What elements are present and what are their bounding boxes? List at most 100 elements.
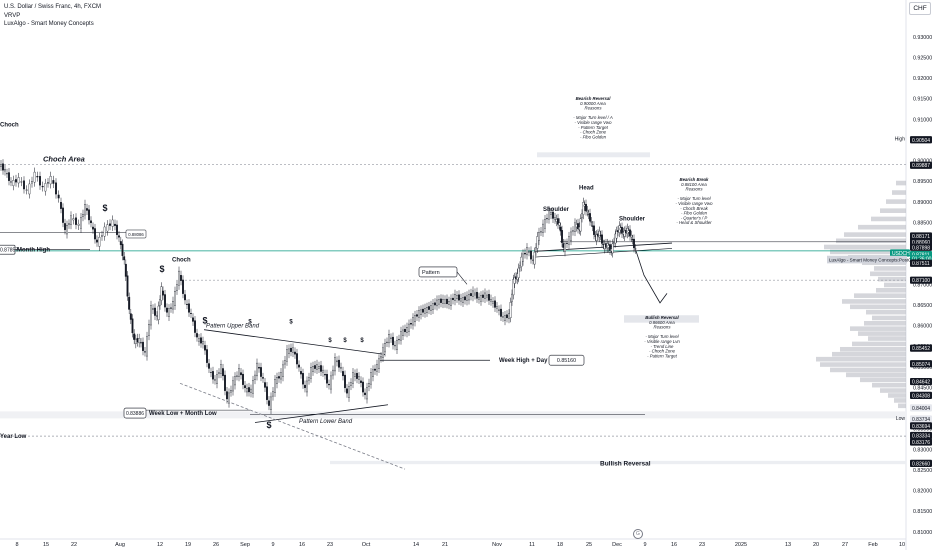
candle-body [586, 210, 589, 213]
week-high-price: 0.85160 [557, 358, 576, 364]
price-tag-bg [910, 422, 932, 430]
candle-body [278, 376, 280, 379]
candle-body [334, 357, 336, 372]
bearish-break-note: - Quarter's / P [681, 215, 708, 220]
candle-body [214, 379, 216, 381]
bearish-reversal-note: Reasons [585, 106, 603, 111]
candle-body [468, 294, 470, 301]
price-tag: 0.83176 [912, 440, 930, 446]
candle-body [536, 236, 539, 249]
candle-body [342, 371, 344, 377]
candle-body [601, 234, 603, 244]
candle-body [462, 297, 464, 303]
candle-body [186, 303, 188, 305]
candle-body [142, 341, 144, 351]
price-tick-label: 0.86500 [913, 303, 932, 309]
candle-body [412, 317, 414, 326]
candle-body [538, 232, 540, 241]
time-tick-label: 12 [157, 542, 163, 548]
candle-body [234, 376, 236, 386]
candle-body [466, 295, 468, 301]
candle-body [12, 180, 15, 186]
candle-body [328, 383, 330, 386]
volume-profile-bar [888, 393, 906, 398]
volume-profile-bar [836, 238, 906, 244]
volume-profile-title[interactable]: VRVP [4, 12, 21, 19]
candle-body [49, 176, 52, 185]
candle-body [492, 301, 494, 304]
candle-body [111, 219, 114, 227]
candle-body [436, 299, 438, 307]
candle-body [598, 230, 601, 238]
candle-body [92, 226, 94, 230]
currency-badge[interactable]: CHF [909, 2, 931, 15]
candle-body [202, 341, 204, 345]
candle-body [82, 214, 84, 217]
candle-body [230, 390, 232, 393]
liquidity-dollar-marker: $ [102, 203, 107, 213]
candle-body [262, 377, 264, 379]
volume-profile-bar [846, 372, 906, 378]
candle-body [561, 230, 563, 243]
candle-body [154, 307, 156, 316]
price-tag-bg [910, 232, 932, 240]
candle-body [290, 347, 292, 352]
candle-body [246, 388, 248, 393]
price-tag: 0.87511 [912, 261, 930, 267]
time-tick-label: 23 [327, 542, 333, 548]
candle-body [476, 291, 478, 299]
time-tick-label: Feb [868, 542, 877, 548]
candle-body [148, 324, 150, 336]
candle-body [577, 223, 579, 230]
pattern-arrow [456, 271, 468, 285]
candle-body [535, 247, 537, 252]
candle-body [336, 360, 338, 363]
indicator-title[interactable]: LuxAlgo - Smart Money Concepts [4, 21, 94, 27]
candle-body [589, 213, 591, 222]
candle-body [338, 359, 340, 368]
month-high-price: 0.87857 [0, 248, 18, 254]
candle-body [442, 298, 444, 304]
candle-body [258, 367, 260, 369]
choch-mid-label: Choch [172, 258, 191, 264]
price-tick-label: 0.83500 [913, 427, 932, 433]
candle-body [513, 277, 516, 284]
candle-body [511, 293, 513, 302]
candle-body [623, 230, 626, 237]
settings-icon[interactable]: G [633, 529, 643, 539]
price-tag-bg [890, 249, 910, 257]
volume-profile-bar [858, 331, 906, 336]
candle-body [414, 315, 416, 323]
candle-body [548, 210, 550, 220]
symbol-title[interactable]: U.S. Dollar / Swiss Franc, 4h, FXCM [4, 4, 102, 10]
candle-body [376, 364, 378, 372]
chart-legend: U.S. Dollar / Swiss Franc, 4h, FXCM VRVP… [4, 3, 101, 29]
candle-body [378, 358, 380, 369]
candle-body [98, 236, 101, 247]
candle-body [308, 377, 310, 381]
candle-body [420, 309, 422, 316]
candle-body [272, 391, 274, 397]
time-tick-label: Dec [612, 542, 622, 548]
month-high-label: Month High [17, 248, 50, 254]
volume-profile-bar [830, 367, 906, 373]
candle-body [138, 338, 141, 344]
candle-body [242, 373, 244, 385]
price-axis-label: Low [896, 416, 906, 422]
candle-body [129, 313, 132, 320]
candle-body [62, 207, 64, 223]
candle-body [300, 371, 302, 375]
price-tick-label: 0.85000 [913, 365, 932, 371]
price-tag: 0.85452 [912, 346, 930, 352]
candle-body [264, 382, 266, 388]
candle-body [0, 164, 2, 167]
volume-profile-bar [850, 304, 906, 310]
candle-body [166, 307, 168, 313]
projection-path [635, 250, 668, 304]
price-tag: 0.83694 [912, 424, 930, 430]
time-tick-label: 15 [43, 542, 49, 548]
candle-body [196, 333, 198, 338]
price-tag: USDCHF [892, 251, 913, 257]
